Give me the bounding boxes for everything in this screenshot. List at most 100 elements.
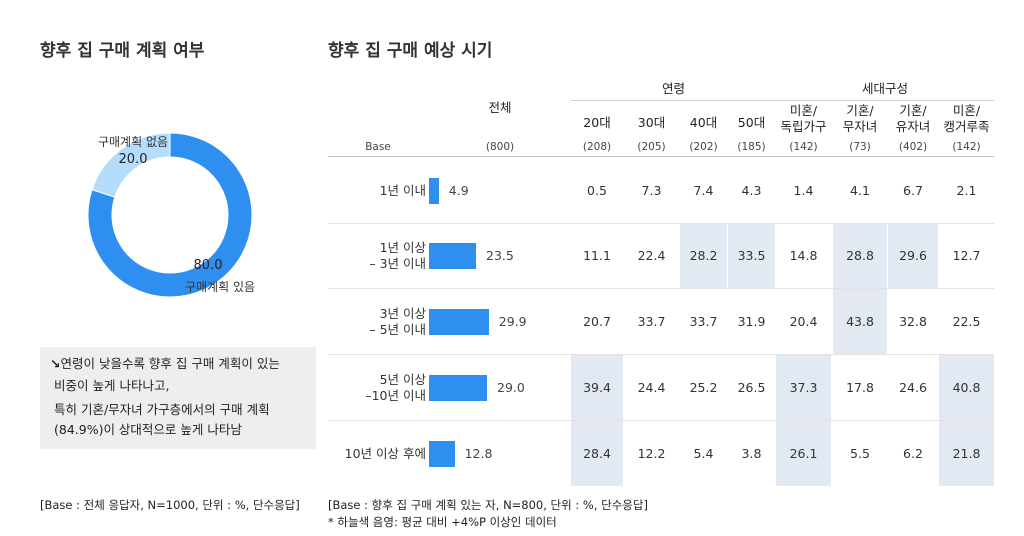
table-cell: 7.3	[641, 182, 662, 198]
right-title: 향후 집 구매 예상 시기	[328, 41, 493, 61]
table-cell: 12.2	[637, 445, 666, 461]
total-bar	[429, 308, 489, 335]
highlight-cell	[571, 421, 623, 486]
row-label-sub: – 5년 이내	[369, 321, 426, 337]
total-bar	[429, 242, 476, 269]
row-label-sub: – 3년 이내	[369, 255, 426, 271]
donut-chart	[87, 132, 253, 298]
total-base: (800)	[485, 141, 515, 153]
table-cell: 7.4	[693, 182, 714, 198]
table-cell: 3.8	[741, 445, 762, 461]
column-header: 30대	[637, 115, 666, 130]
table-cell: 22.5	[952, 313, 981, 329]
column-base: (202)	[689, 141, 718, 153]
note-line-4: (84.9%)이 상대적으로 높게 나타남	[54, 422, 242, 437]
highlight-cell	[680, 223, 727, 288]
row-divider	[328, 420, 994, 421]
column-header: 미혼/	[789, 103, 818, 118]
table-cell: 43.8	[846, 313, 874, 329]
column-base: (142)	[789, 141, 818, 153]
donut-label-no-plan: 구매계획 없음	[97, 135, 169, 149]
note-text-1: 연령이 낮을수록 향후 집 구매 계획이 있는	[60, 356, 280, 371]
total-bar-value: 29.9	[498, 313, 527, 329]
column-header-sub: 독립가구	[780, 119, 827, 134]
table-cell: 24.4	[637, 379, 666, 395]
table-cell: 33.7	[637, 313, 666, 329]
column-base: (73)	[849, 141, 871, 153]
column-header-sub: 유자녀	[895, 119, 931, 134]
column-base: (142)	[952, 141, 981, 153]
donut-value-no-plan: 20.0	[118, 152, 148, 167]
highlight-cell	[776, 355, 831, 420]
note-line-2: 비중이 높게 나타나고,	[54, 378, 170, 393]
total-bar	[429, 374, 487, 401]
table-cell: 20.7	[583, 313, 611, 329]
table-cell: 31.9	[737, 313, 766, 329]
column-header: 50대	[737, 115, 766, 130]
table-cell: 40.8	[952, 379, 981, 395]
row-label: 5년 이상	[379, 371, 426, 387]
column-base: (208)	[582, 141, 612, 153]
table-cell: 6.2	[903, 445, 923, 461]
group-age-line	[571, 100, 776, 101]
table-cell: 26.5	[737, 379, 766, 395]
table-cell: 37.3	[789, 379, 818, 395]
table-cell: 12.7	[952, 247, 981, 263]
table-cell: 33.7	[689, 313, 718, 329]
column-base: (205)	[637, 141, 666, 153]
total-bar	[429, 177, 439, 204]
note-line-3: 특히 기혼/무자녀 가구층에서의 구매 계획	[54, 402, 270, 417]
table-cell: 25.2	[689, 379, 718, 395]
table-cell: 39.4	[583, 379, 611, 395]
highlight-cell	[939, 355, 994, 420]
table-cell: 20.4	[789, 313, 818, 329]
total-header: 전체	[488, 100, 512, 115]
arrow-icon: ↘	[50, 356, 61, 371]
table-cell: 21.8	[952, 445, 981, 461]
column-header: 40대	[689, 115, 718, 130]
header-bottom-line	[328, 156, 994, 157]
column-header: 기혼/	[899, 103, 927, 118]
column-header-sub: 무자녀	[842, 119, 878, 134]
table-cell: 24.6	[899, 379, 927, 395]
left-footnote: [Base : 전체 응답자, N=1000, 단위 : %, 단수응답]	[40, 498, 300, 512]
table-cell: 17.8	[846, 379, 874, 395]
highlight-cell	[888, 223, 938, 288]
table-cell: 4.3	[741, 182, 762, 198]
table-cell: 5.4	[693, 445, 714, 461]
table-cell: 28.2	[689, 247, 718, 263]
table-cell: 5.5	[850, 445, 870, 461]
row-label: 10년 이상 후에	[344, 445, 426, 461]
column-header-sub: 캥거루족	[943, 119, 990, 134]
table-cell: 0.5	[587, 182, 607, 198]
right-footnote-1: [Base : 향후 집 구매 계획 있는 자, N=800, 단위 : %, …	[328, 498, 648, 512]
table-cell: 14.8	[789, 247, 818, 263]
table-cell: 6.7	[903, 182, 923, 198]
highlight-cell	[776, 421, 831, 486]
table-cell: 28.8	[846, 247, 874, 263]
total-bar-value: 29.0	[497, 379, 525, 395]
total-bar-value: 12.8	[464, 445, 493, 461]
table-cell: 2.1	[956, 182, 977, 198]
table-cell: 22.4	[637, 247, 666, 263]
highlight-cell	[728, 223, 775, 288]
base-label: Base	[365, 141, 391, 153]
row-divider	[328, 223, 994, 224]
table-cell: 29.6	[899, 247, 927, 263]
total-bar-value: 4.9	[448, 182, 469, 198]
table-cell: 11.1	[583, 247, 611, 263]
group-household-line	[776, 100, 994, 101]
total-bar	[429, 440, 455, 467]
highlight-cell	[939, 421, 994, 486]
row-label-sub: –10년 이내	[365, 387, 426, 403]
table-cell: 26.1	[789, 445, 818, 461]
row-label: 1년 이내	[379, 182, 426, 198]
donut-slice-plan	[87, 132, 253, 298]
donut-slice-no-plan	[91, 132, 171, 198]
table-cell: 4.1	[850, 182, 870, 198]
highlight-cell	[833, 223, 887, 288]
column-header: 기혼/	[846, 103, 874, 118]
table-cell: 28.4	[583, 445, 611, 461]
note-box: ↘연령이 낮을수록 향후 집 구매 계획이 있는 비중이 높게 나타나고, 특히…	[40, 347, 316, 449]
